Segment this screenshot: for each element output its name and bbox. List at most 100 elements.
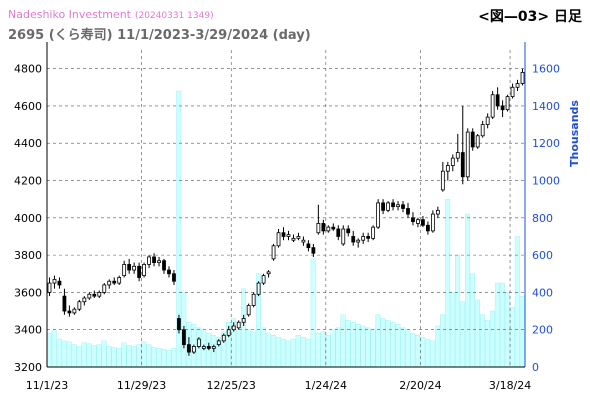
y2-tick-label: 400 <box>532 286 553 299</box>
volume-bar <box>116 348 122 368</box>
volume-bar <box>171 348 177 368</box>
candle-body <box>306 243 311 249</box>
volume-bar <box>325 335 331 368</box>
candle-body <box>102 284 107 293</box>
volume-bar <box>61 340 67 368</box>
volume-bar <box>415 335 421 368</box>
candle-body <box>455 152 460 159</box>
volume-bar <box>295 335 301 368</box>
volume-bar <box>121 342 127 368</box>
volume-bar <box>51 330 57 368</box>
candle-body <box>251 293 256 306</box>
candle-body <box>246 305 251 316</box>
candle-body <box>470 131 475 148</box>
candle-body <box>77 301 82 310</box>
candle-body <box>266 271 271 275</box>
candle-body <box>211 346 216 349</box>
y-tick-label: 4000 <box>14 212 42 225</box>
volume-bar <box>56 338 62 368</box>
candle-body <box>162 260 166 271</box>
volume-bar <box>390 322 396 368</box>
candle-body <box>361 236 366 241</box>
volume-bar <box>395 323 401 368</box>
candle-body <box>187 344 191 353</box>
volume-bar <box>46 333 52 368</box>
candle-body <box>231 325 236 331</box>
candle-body <box>475 135 480 148</box>
timestamp: (20240331 1349) <box>135 11 214 21</box>
candle-body <box>172 273 176 282</box>
volume-bar <box>91 345 97 368</box>
candle-body <box>396 204 400 208</box>
y-tick-label: 4600 <box>14 100 42 113</box>
candle-body <box>87 293 92 299</box>
candle-body <box>52 278 57 284</box>
candle-body <box>341 228 346 245</box>
volume-bar <box>81 342 87 368</box>
volume-bar <box>425 338 431 368</box>
candle-body <box>450 157 455 167</box>
candle-body <box>47 282 52 293</box>
volume-bar <box>494 282 500 368</box>
candle-body <box>465 131 470 178</box>
volume-bar <box>514 236 520 368</box>
volume-bar <box>475 299 480 368</box>
candle-body <box>386 202 390 211</box>
candle-body <box>356 239 361 243</box>
candle-body <box>152 256 156 263</box>
brand-label: Nadeshiko Investment (20240331 1349) <box>8 8 214 21</box>
candle-body <box>107 280 112 286</box>
candle-body <box>62 295 67 312</box>
axes: 3200 3400 3600 3800 4000 4200 4400 4600 4800 0 200… <box>14 42 581 392</box>
volume-bar <box>460 301 466 368</box>
candle-body <box>505 96 510 111</box>
volume-bar <box>106 346 112 368</box>
volume-bar <box>380 318 386 368</box>
candle-body <box>286 234 291 237</box>
volume-bar <box>465 213 471 368</box>
volume-bar <box>76 346 82 368</box>
volume-bar <box>320 331 326 368</box>
price-candles <box>47 68 525 356</box>
candle-body <box>236 321 241 329</box>
candle-body <box>241 318 246 323</box>
candle-body <box>426 224 430 232</box>
volume-bar <box>146 344 152 368</box>
y2-tick-label: 1200 <box>532 137 560 150</box>
volume-bar <box>410 333 416 368</box>
volume-bar <box>509 307 515 368</box>
volume-bar <box>290 338 296 368</box>
candle-body <box>182 329 186 346</box>
candle-body <box>122 264 127 277</box>
y-tick-label: 3400 <box>14 324 42 337</box>
candle-body <box>201 346 206 349</box>
volume-bar <box>430 340 436 368</box>
volume-bar <box>136 344 142 368</box>
volume-bar <box>66 341 72 368</box>
volume-bar <box>350 322 356 368</box>
x-tick-label: 1/24/24 <box>305 379 347 392</box>
volume-bar <box>236 329 241 368</box>
volume-bar <box>96 344 102 368</box>
candle-body <box>216 340 221 346</box>
volume-bar <box>310 258 316 368</box>
volume-bar <box>519 295 525 368</box>
volume-bar <box>345 320 351 368</box>
candle-body <box>132 265 137 271</box>
x-tick-label: 3/18/24 <box>489 379 531 392</box>
candle-body <box>127 264 132 271</box>
y2-tick-label: 1600 <box>532 63 560 76</box>
candle-body <box>485 116 490 125</box>
candle-body <box>92 293 97 297</box>
volume-bar <box>370 329 376 368</box>
volume-bar <box>305 338 311 368</box>
candle-body <box>72 308 77 314</box>
candle-body <box>346 228 351 234</box>
candle-body <box>406 208 410 215</box>
candle-body <box>256 282 261 295</box>
candle-body <box>381 202 385 211</box>
candle-body <box>401 204 405 209</box>
candle-body <box>421 219 425 226</box>
volume-bar <box>166 350 172 368</box>
volume-bar <box>101 340 107 368</box>
